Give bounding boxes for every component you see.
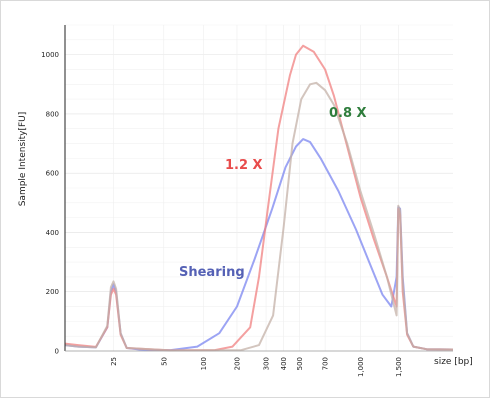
x-axis-title: size [bp] <box>434 357 473 367</box>
x-tick-label: 25 <box>110 357 118 366</box>
y-axis-title: Sample Intensity[FU] <box>18 112 28 207</box>
y-tick-label: 800 <box>46 110 59 118</box>
annotation-0-8x: 0.8 X <box>329 106 367 121</box>
x-tick-label: 500 <box>296 357 304 370</box>
x-axis-ticks: 25 50 100 200 300 400 500 700 1,000 1,500 <box>110 357 403 377</box>
y-tick-label: 400 <box>46 229 59 237</box>
x-tick-label: 700 <box>322 357 330 370</box>
series-lines <box>64 44 454 352</box>
annotation-shearing: Shearing <box>179 265 245 280</box>
annotation-1-2x: 1.2 X <box>225 158 263 173</box>
x-tick-label: 300 <box>263 357 271 370</box>
x-tick-label: 1,500 <box>395 357 403 377</box>
y-tick-label: 200 <box>46 288 59 296</box>
y-tick-label: 600 <box>46 170 59 178</box>
x-tick-label: 200 <box>233 357 241 370</box>
grid <box>65 24 453 351</box>
series-line-0-8-x <box>64 81 454 352</box>
x-tick-label: 100 <box>200 357 208 370</box>
y-tick-label: 1000 <box>41 51 59 59</box>
y-tick-label: 0 <box>55 348 59 356</box>
x-tick-label: 1,000 <box>357 357 365 377</box>
x-tick-label: 50 <box>160 357 168 366</box>
y-axis-ticks: 0 200 400 600 800 1000 <box>41 51 59 355</box>
x-tick-label: 400 <box>280 357 288 370</box>
